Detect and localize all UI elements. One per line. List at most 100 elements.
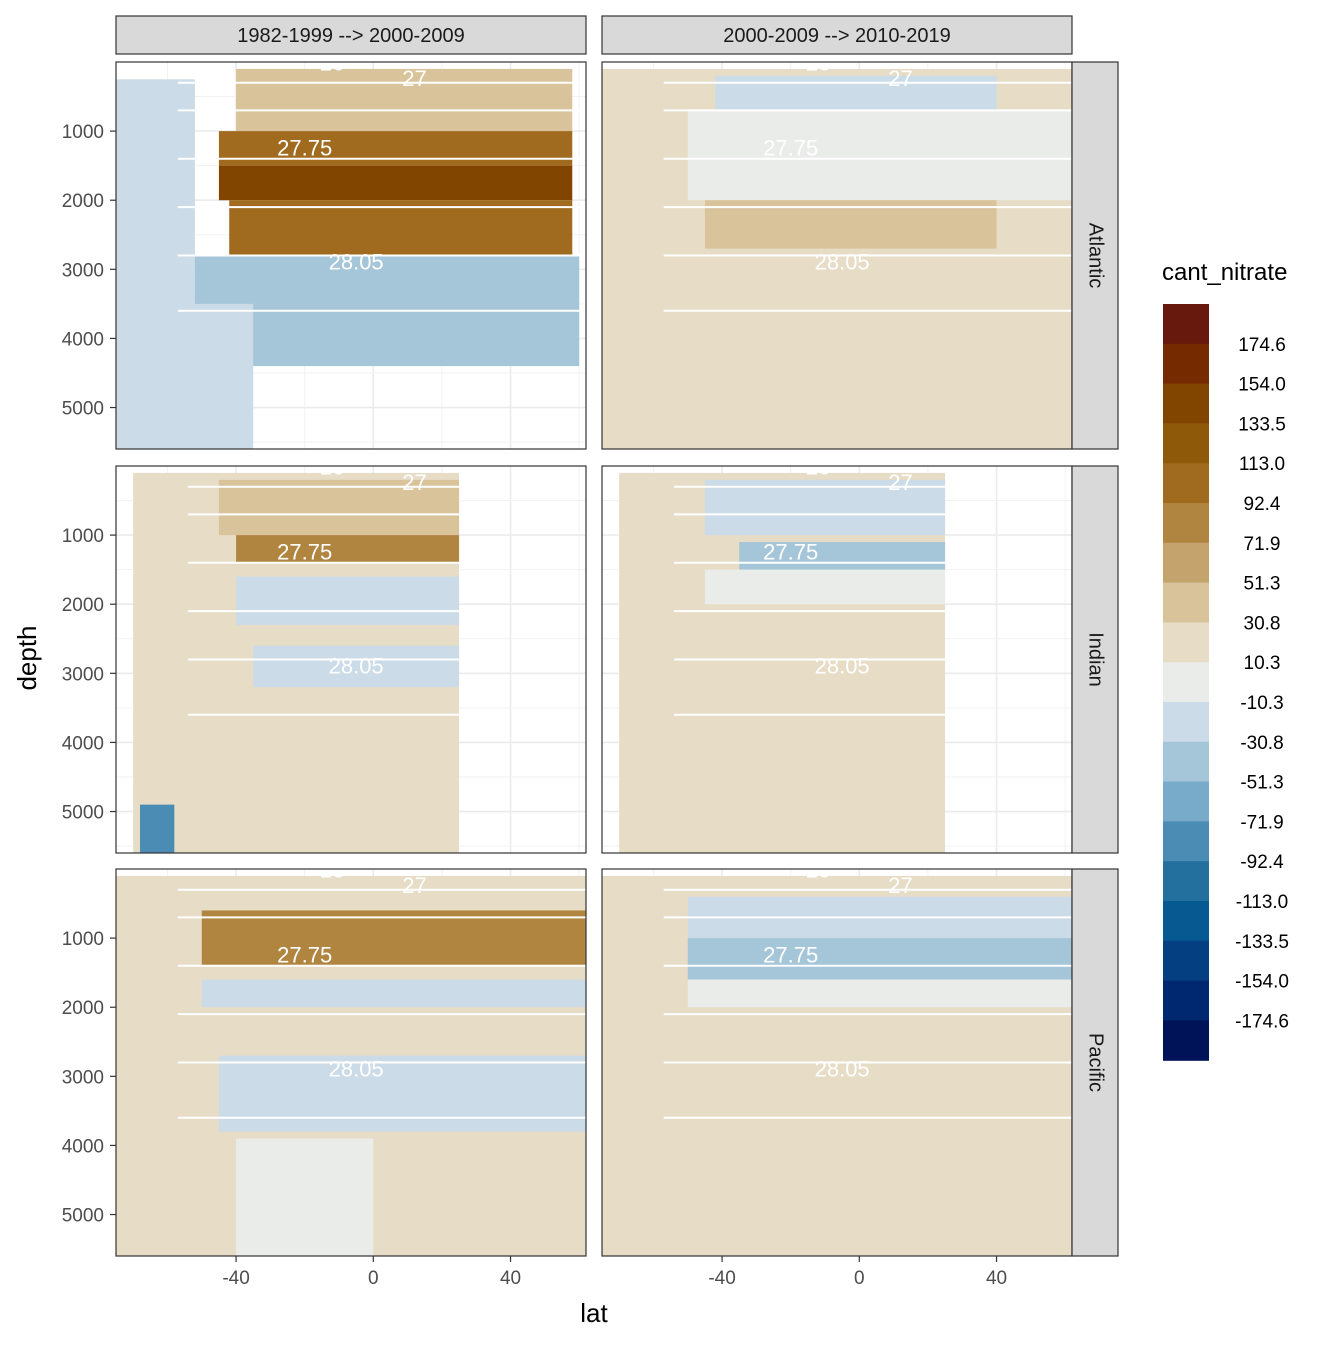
panel-content: 26 27 27.75 28.05 — [116, 454, 586, 853]
legend-label: 71.9 — [1244, 534, 1281, 555]
legend-label: -154.0 — [1235, 972, 1289, 993]
y-tick-label: 1000 — [62, 929, 104, 950]
y-tick-label: 4000 — [62, 733, 104, 754]
density-label: 26 — [320, 857, 344, 882]
x-tick-label: 0 — [368, 1268, 379, 1289]
density-label: 28.05 — [815, 249, 870, 274]
legend-label: -113.0 — [1236, 892, 1288, 913]
density-label: 27 — [402, 66, 426, 91]
contour-region — [218, 131, 573, 166]
y-tick-label: 5000 — [62, 399, 104, 420]
contour-region — [236, 1138, 374, 1256]
y-tick-label: 5000 — [62, 803, 104, 824]
panel-atlantic-2: 26 27 27.75 28.05 — [601, 61, 1073, 450]
panel-atlantic-1: 26 27 27.75 28.05 — [115, 50, 587, 450]
column-strip — [601, 15, 1073, 55]
legend-swatch — [1163, 1020, 1209, 1061]
density-label: 27 — [402, 470, 426, 495]
x-tick-label: 40 — [500, 1268, 521, 1289]
legend-label: 174.6 — [1238, 335, 1286, 356]
contour-region — [201, 979, 586, 1008]
contour-region — [715, 75, 997, 111]
row-strip — [1071, 465, 1119, 854]
legend-swatch — [1163, 940, 1209, 982]
y-tick-label: 2000 — [62, 998, 104, 1019]
x-tick-label: 0 — [854, 1268, 865, 1289]
density-label: 28.05 — [329, 653, 384, 678]
row-strip-label: Pacific — [1085, 1033, 1107, 1092]
density-label: 28.05 — [815, 653, 870, 678]
contour-region — [619, 472, 946, 853]
column-strip-label: 2000-2009 --> 2010-2019 — [723, 25, 950, 47]
contour-region — [184, 303, 254, 449]
density-label: 27 — [888, 66, 912, 91]
legend-swatch — [1163, 821, 1209, 862]
legend-swatch — [1163, 901, 1209, 942]
contour-region — [218, 479, 460, 536]
y-tick-label: 3000 — [62, 1067, 104, 1088]
density-label: 28.05 — [329, 249, 384, 274]
legend-swatch — [1163, 582, 1209, 623]
legend-label: 133.5 — [1238, 414, 1286, 435]
y-tick-label: 1000 — [62, 122, 104, 143]
density-label: 27.75 — [277, 135, 332, 160]
panel-indian-2: 26 27 27.75 28.05 — [601, 454, 1073, 854]
y-tick-label: 5000 — [62, 1206, 104, 1227]
density-label: 27.75 — [277, 942, 332, 967]
contour-region — [739, 542, 946, 570]
panel-content: 26 27 27.75 28.05 — [602, 62, 1072, 449]
legend-swatch — [1163, 622, 1209, 663]
panel-border — [115, 61, 587, 450]
legend-label: -30.8 — [1240, 733, 1283, 754]
legend-swatch — [1163, 463, 1209, 504]
facet-strips: 1982-1999 --> 2000-2009 2000-2009 --> 201… — [115, 15, 1119, 1257]
legend-label: -10.3 — [1240, 693, 1283, 714]
y-tick-label: 3000 — [62, 664, 104, 685]
row-strip-label: Indian — [1085, 632, 1107, 687]
x-tick-label: 40 — [986, 1268, 1007, 1289]
legend-swatch — [1163, 662, 1209, 703]
density-label: 26 — [320, 454, 344, 479]
density-label: 26 — [806, 857, 830, 882]
density-label: 27 — [888, 873, 912, 898]
contour-region — [236, 68, 573, 132]
legend-swatch — [1163, 304, 1209, 345]
legend-swatch — [1163, 542, 1209, 584]
contour-region — [236, 576, 460, 625]
contour-region — [687, 110, 1072, 201]
density-label: 26 — [320, 50, 344, 75]
legend-swatch — [1163, 503, 1209, 544]
y-tick-label: 4000 — [62, 329, 104, 350]
density-label: 27 — [402, 873, 426, 898]
legend-label: -92.4 — [1240, 852, 1284, 873]
legend-label: 10.3 — [1244, 653, 1281, 674]
legend-label: -51.3 — [1240, 773, 1283, 794]
facet-panels: 26 27 27.75 28.05 26 27 27.75 28.05 26 27 27.75 28.… — [115, 50, 1073, 1257]
contour-region — [704, 569, 946, 605]
x-tick-label: -40 — [222, 1268, 249, 1289]
contour-region — [116, 79, 195, 449]
panel-content: 26 27 27.75 28.05 — [116, 50, 586, 449]
panel-pacific-1: 26 27 27.75 28.05 — [115, 857, 587, 1257]
density-label: 27.75 — [763, 135, 818, 160]
panel-content: 26 27 27.75 28.05 — [116, 857, 586, 1256]
density-label: 27.75 — [763, 942, 818, 967]
density-label: 28.05 — [815, 1056, 870, 1081]
legend: cant_nitrate 174.6 154.0 133.5 113.0 92.4 71.… — [1162, 259, 1289, 1061]
y-tick-label: 1000 — [62, 526, 104, 547]
density-label: 26 — [806, 454, 830, 479]
legend-label: -71.9 — [1240, 812, 1283, 833]
x-axis-title: lat — [580, 1298, 608, 1328]
panel-content: 26 27 27.75 28.05 — [602, 857, 1072, 1256]
y-tick-label: 2000 — [62, 191, 104, 212]
x-tick-label: -40 — [708, 1268, 735, 1289]
y-tick-label: 3000 — [62, 260, 104, 281]
row-strip — [1071, 61, 1119, 450]
legend-title: cant_nitrate — [1162, 259, 1287, 286]
column-strip — [115, 15, 587, 55]
row-strip — [1071, 868, 1119, 1257]
density-label: 27.75 — [763, 539, 818, 564]
contour-region — [687, 979, 1072, 1008]
